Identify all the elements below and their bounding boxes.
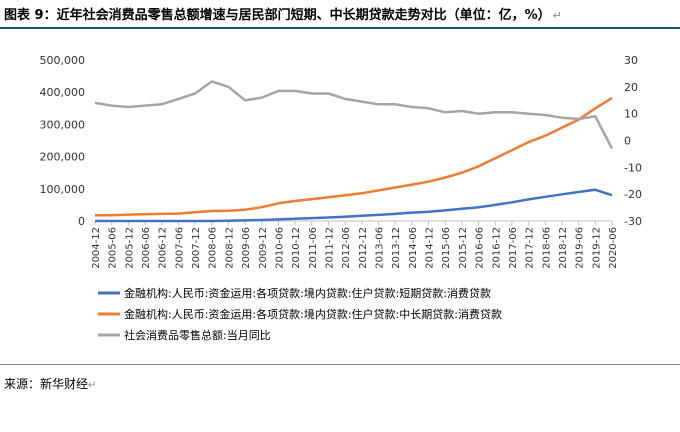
footer-rule <box>0 364 680 365</box>
paragraph-mark: ↵ <box>552 9 562 22</box>
source-note: 来源：新华财经↵ <box>4 377 97 391</box>
x-tick-label: 2014-12 <box>425 227 436 269</box>
x-tick-label: 2008-12 <box>224 227 235 269</box>
x-tick-label: 2014-06 <box>408 227 419 269</box>
y-left-tick-label: 100,000 <box>40 183 86 196</box>
x-tick-label: 2019-12 <box>591 227 602 269</box>
x-tick-label: 2010-12 <box>291 227 302 269</box>
x-tick-label: 2007-06 <box>174 227 185 269</box>
x-tick-label: 2018-06 <box>541 227 552 269</box>
x-tick-label: 2011-12 <box>324 227 335 269</box>
x-tick-label: 2006-12 <box>158 227 169 269</box>
y-right-tick-label: 20 <box>624 81 638 94</box>
x-tick-label: 2012-12 <box>358 227 369 269</box>
x-tick-label: 2011-06 <box>308 227 319 269</box>
x-tick-label: 2013-06 <box>375 227 386 269</box>
y-left-tick-label: 500,000 <box>40 54 86 67</box>
x-tick-label: 2012-06 <box>341 227 352 269</box>
chart-title: 图表 9：近年社会消费品零售总额增速与居民部门短期、中长期贷款走势对比（单位：亿… <box>4 8 562 23</box>
x-tick-label: 2018-12 <box>558 227 569 269</box>
x-tick-label: 2015-12 <box>458 227 469 269</box>
series-line-1 <box>95 188 613 223</box>
series-line-2 <box>95 96 613 217</box>
legend-label: 社会消费品零售总额:当月同比 <box>124 328 271 342</box>
x-tick-label: 2017-12 <box>525 227 536 269</box>
x-tick-label: 2017-06 <box>508 227 519 269</box>
y-right-tick-label: -30 <box>624 215 642 228</box>
x-tick-label: 2016-12 <box>491 227 502 269</box>
y-left-tick-label: 400,000 <box>40 86 86 99</box>
x-tick-label: 2020-06 <box>608 227 619 269</box>
legend-label: 金融机构:人民币:资金运用:各项贷款:境内贷款:住户贷款:短期贷款:消费贷款 <box>124 286 491 300</box>
x-tick-label: 2007-12 <box>191 227 202 269</box>
y-left-tick-label: 300,000 <box>40 118 86 131</box>
y-right-tick-label: -10 <box>624 161 642 174</box>
y-left-tick-label: 0 <box>78 215 85 228</box>
y-right-tick-label: 30 <box>624 54 638 67</box>
x-tick-label: 2005-12 <box>124 227 135 269</box>
x-tick-label: 2019-06 <box>575 227 586 269</box>
x-tick-label: 2009-06 <box>241 227 252 269</box>
x-tick-label: 2008-06 <box>208 227 219 269</box>
x-tick-label: 2013-12 <box>391 227 402 269</box>
x-tick-label: 2006-06 <box>141 227 152 269</box>
x-tick-label: 2009-12 <box>258 227 269 269</box>
y-right-tick-label: 10 <box>624 108 638 121</box>
x-tick-label: 2004-12 <box>91 227 102 269</box>
paragraph-mark: ↵ <box>88 380 97 391</box>
x-tick-label: 2005-06 <box>108 227 119 269</box>
y-left-tick-label: 200,000 <box>40 151 86 164</box>
line-chart: 0 100,000 200,000 300,000 400,000 500,000 -30 -… <box>40 54 642 342</box>
y-right-tick-label: -20 <box>624 188 642 201</box>
series-line-3 <box>94 80 614 150</box>
x-tick-label: 2010-06 <box>274 227 285 269</box>
x-tick-label: 2016-06 <box>475 227 486 269</box>
x-tick-label: 2015-06 <box>441 227 452 269</box>
y-right-tick-label: 0 <box>624 135 631 148</box>
legend-label: 金融机构:人民币:资金运用:各项贷款:境内贷款:住户贷款:中长期贷款:消费贷款 <box>124 307 502 321</box>
title-rule <box>0 27 680 29</box>
